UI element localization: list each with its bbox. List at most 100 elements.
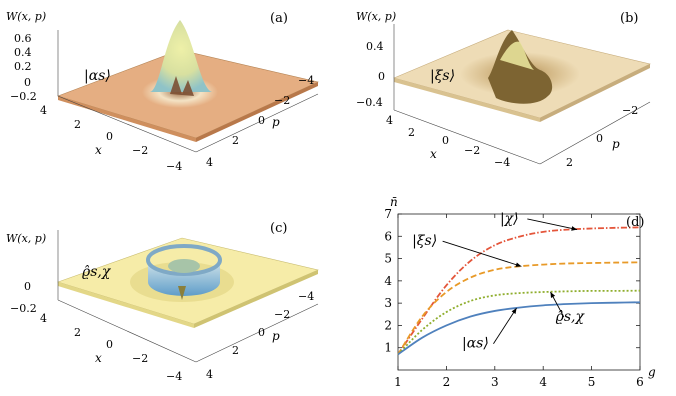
annotation-label: |ξs⟩ <box>412 233 437 249</box>
x-axis-line-c <box>57 299 197 363</box>
y-ticks: 1 2 3 4 5 6 7 <box>384 207 640 355</box>
wigner-center-c <box>168 259 200 273</box>
annotation-arrow-line <box>527 218 578 231</box>
series-line <box>397 301 641 356</box>
x-axis-label: g <box>648 365 656 379</box>
annotation-arrow-head <box>515 262 522 267</box>
z-axis-label-b: W(x, p) <box>356 10 396 23</box>
y-tick-label: 2 <box>384 318 392 332</box>
wigner-plane-c-side-right <box>194 270 318 328</box>
wigner-ring-c-top <box>146 244 222 276</box>
z-tick-a: −0.2 <box>10 90 37 103</box>
p-tick-a: −4 <box>298 74 314 87</box>
x-tick-a: −2 <box>132 144 148 157</box>
panel-a: W(x, p) 0.6 0.4 0.2 0 −0.2 4 2 0 −2 −4 x… <box>6 10 319 173</box>
annotation-label: |χ⟩ <box>500 211 519 227</box>
x-tick-b: −2 <box>464 144 480 157</box>
annotation-arrow-head <box>550 292 556 298</box>
x-axis-line-b <box>393 109 541 165</box>
x-tick-c: −2 <box>132 352 148 365</box>
annotations-layer: |χ⟩ |ξs⟩ ϱ̂s,χ |αs⟩ <box>412 211 585 352</box>
annotation-label: ϱ̂s,χ <box>556 309 586 325</box>
z-tick-a: 0.4 <box>14 46 32 59</box>
x-tick-b: 2 <box>408 126 415 139</box>
wigner-dip-c <box>178 286 186 300</box>
annotation-arrow-line <box>493 307 517 344</box>
p-tick-c: 0 <box>258 326 265 339</box>
state-label-a: |αs⟩ <box>84 68 111 84</box>
x-tick-label: 3 <box>491 375 499 389</box>
x-axis-label-a: x <box>95 143 102 157</box>
series-line <box>397 226 641 355</box>
p-tick-a: 0 <box>258 114 265 127</box>
p-axis-label-b: p <box>612 137 620 151</box>
y-tick-label: 1 <box>384 341 392 355</box>
state-label-b: |ξs⟩ <box>430 68 455 84</box>
p-axis-label-c: p <box>272 329 280 343</box>
x-tick-label: 6 <box>636 375 644 389</box>
z-tick-b: −0.4 <box>356 96 383 109</box>
wigner-plane-b-side-right <box>540 64 650 122</box>
p-tick-b: 0 <box>596 132 603 145</box>
annotation-arrow-line <box>442 240 522 267</box>
x-tick-c: 4 <box>40 312 47 325</box>
p-axis-line-b <box>539 101 651 165</box>
wigner-plane-c-side-left <box>58 282 194 328</box>
y-axis-label: n̄ <box>390 195 398 209</box>
x-axis-label-c: x <box>95 351 102 365</box>
p-tick-b: −2 <box>622 104 638 117</box>
y-tick-label: 4 <box>384 274 392 288</box>
wigner-peak-b <box>488 30 553 104</box>
y-tick-label: 7 <box>384 207 392 221</box>
x-tick-a: 2 <box>74 118 81 131</box>
p-tick-a: 4 <box>206 156 213 169</box>
plot-box <box>397 213 641 371</box>
panel-d-chart: 1 2 3 4 5 6 7 1 2 3 4 5 6 |χ⟩ |ξs⟩ ϱ̂s,χ |αs⟩ n̄ g (d) <box>384 195 656 389</box>
p-tick-b: 2 <box>566 156 573 169</box>
x-tick-b: 4 <box>386 114 393 127</box>
z-tick-a: 0.2 <box>14 60 32 73</box>
x-tick-label: 2 <box>443 375 451 389</box>
annotation-label: |αs⟩ <box>462 336 489 352</box>
wigner-ridge-b <box>500 41 534 70</box>
x-tick-c: −4 <box>166 370 182 383</box>
z-tick-b: 0 <box>378 70 385 83</box>
z-tick-a: 0.6 <box>14 32 32 45</box>
p-tick-c: −2 <box>274 308 290 321</box>
x-tick-a: −4 <box>166 160 182 173</box>
wigner-plane-a-side-left <box>58 96 196 142</box>
panel-b: W(x, p) 0.4 0 −0.4 4 2 0 −2 −4 x −2 0 2 … <box>356 10 651 169</box>
p-axis-line-a <box>195 93 319 153</box>
p-tick-a: −2 <box>274 94 290 107</box>
annotation-arrow-head <box>571 226 578 231</box>
x-tick-a: 0 <box>106 130 113 143</box>
p-tick-c: 4 <box>206 368 213 381</box>
wigner-plane-b-side-left <box>394 78 540 122</box>
plot-frame <box>397 213 641 371</box>
x-tick-c: 2 <box>74 326 81 339</box>
x-axis-label-b: x <box>430 147 437 161</box>
x-axis-line-a <box>57 95 197 153</box>
y-tick-label: 3 <box>384 296 392 310</box>
panel-label-c: (c) <box>270 221 287 236</box>
y-tick-label: 5 <box>384 252 392 266</box>
p-axis-line-c <box>195 303 319 363</box>
p-tick-a: 2 <box>232 134 239 147</box>
p-tick-c: 2 <box>232 344 239 357</box>
series-line <box>397 289 641 356</box>
y-tick-label: 6 <box>384 229 392 243</box>
p-axis-label-a: p <box>272 115 280 129</box>
p-tick-c: −4 <box>298 290 314 303</box>
x-tick-label: 1 <box>394 375 402 389</box>
wigner-plane-a-side-right <box>196 82 318 142</box>
x-tick-label: 5 <box>588 375 596 389</box>
z-tick-c: 0 <box>24 280 31 293</box>
z-axis-label-a: W(x, p) <box>6 10 46 23</box>
x-tick-a: 4 <box>40 104 47 117</box>
z-tick-c: −0.2 <box>10 302 37 315</box>
panel-c: W(x, p) 0 −0.2 4 2 0 −2 −4 x −4 −2 0 2 4… <box>6 221 319 383</box>
panel-label-b: (b) <box>620 11 638 26</box>
x-ticks: 1 2 3 4 5 6 <box>394 214 644 389</box>
z-tick-b: 0.4 <box>366 40 384 53</box>
